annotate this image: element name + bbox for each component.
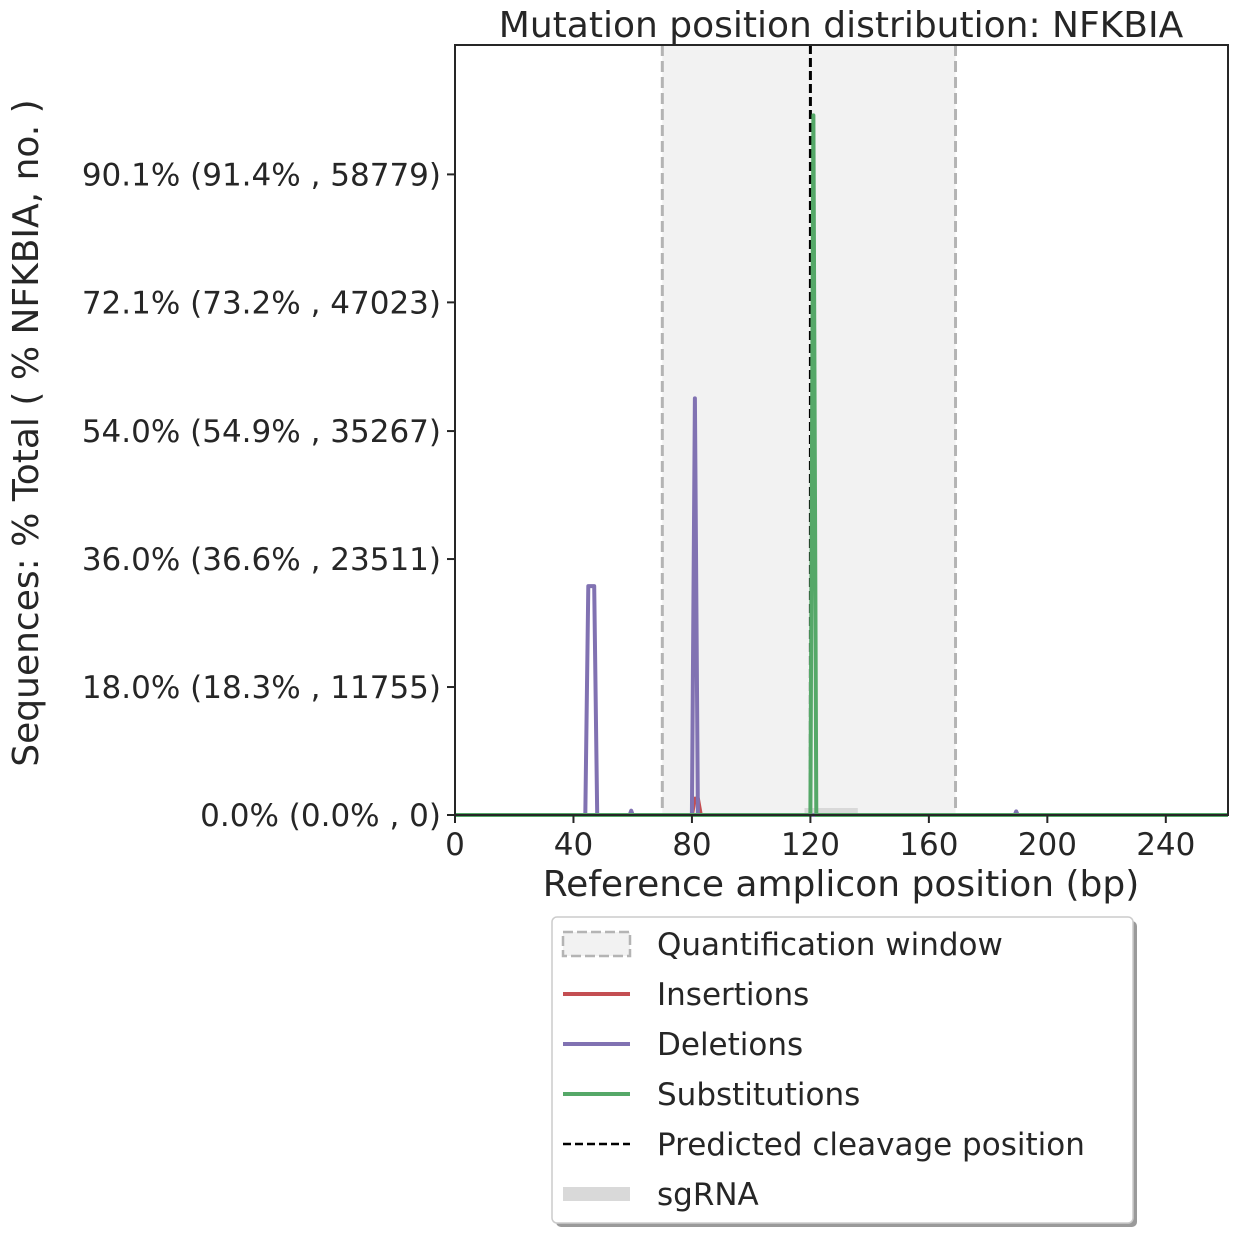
y-axis: 0.0% (0.0% , 0) 18.0% (18.3% , 11755) 36.0… bbox=[82, 157, 455, 834]
chart-title: Mutation position distribution: NFKBIA bbox=[499, 5, 1184, 46]
legend-label-3: Substitutions bbox=[657, 1077, 860, 1113]
y-tick-label-4: 72.1% (73.2% , 47023) bbox=[82, 285, 441, 321]
x-tick-label-120: 120 bbox=[781, 827, 840, 863]
legend-label-1: Insertions bbox=[657, 977, 809, 1013]
y-tick-label-3: 54.0% (54.9% , 35267) bbox=[82, 414, 441, 450]
legend-label-5: sgRNA bbox=[657, 1177, 759, 1213]
legend-handle-sgrna bbox=[563, 1187, 630, 1201]
legend: Quantification window Insertions Deletions… bbox=[551, 916, 1137, 1227]
x-tick-label-0: 0 bbox=[445, 827, 465, 863]
x-tick-label-240: 240 bbox=[1136, 827, 1195, 863]
y-tick-label-2: 36.0% (36.6% , 23511) bbox=[82, 542, 441, 578]
x-tick-label-200: 200 bbox=[1018, 827, 1077, 863]
sgrna-bar bbox=[804, 808, 858, 815]
x-axis: 0 40 80 120 160 200 240 bbox=[445, 815, 1195, 863]
y-tick-label-1: 18.0% (18.3% , 11755) bbox=[82, 670, 441, 706]
y-axis-label: Sequences: % Total ( % NFKBIA, no. ) bbox=[6, 99, 47, 766]
legend-label-0: Quantification window bbox=[657, 927, 1003, 963]
legend-label-2: Deletions bbox=[657, 1027, 803, 1063]
y-tick-label-5: 90.1% (91.4% , 58779) bbox=[82, 157, 441, 193]
x-tick-label-40: 40 bbox=[554, 827, 593, 863]
legend-handle-quantification-window bbox=[561, 930, 632, 958]
x-axis-label: Reference amplicon position (bp) bbox=[543, 864, 1140, 905]
plot-frame bbox=[454, 44, 1229, 816]
legend-box bbox=[551, 916, 1134, 1224]
x-tick-label-80: 80 bbox=[672, 827, 711, 863]
y-tick-label-0: 0.0% (0.0% , 0) bbox=[200, 798, 441, 834]
legend-label-4: Predicted cleavage position bbox=[657, 1127, 1085, 1163]
x-tick-label-160: 160 bbox=[899, 827, 958, 863]
